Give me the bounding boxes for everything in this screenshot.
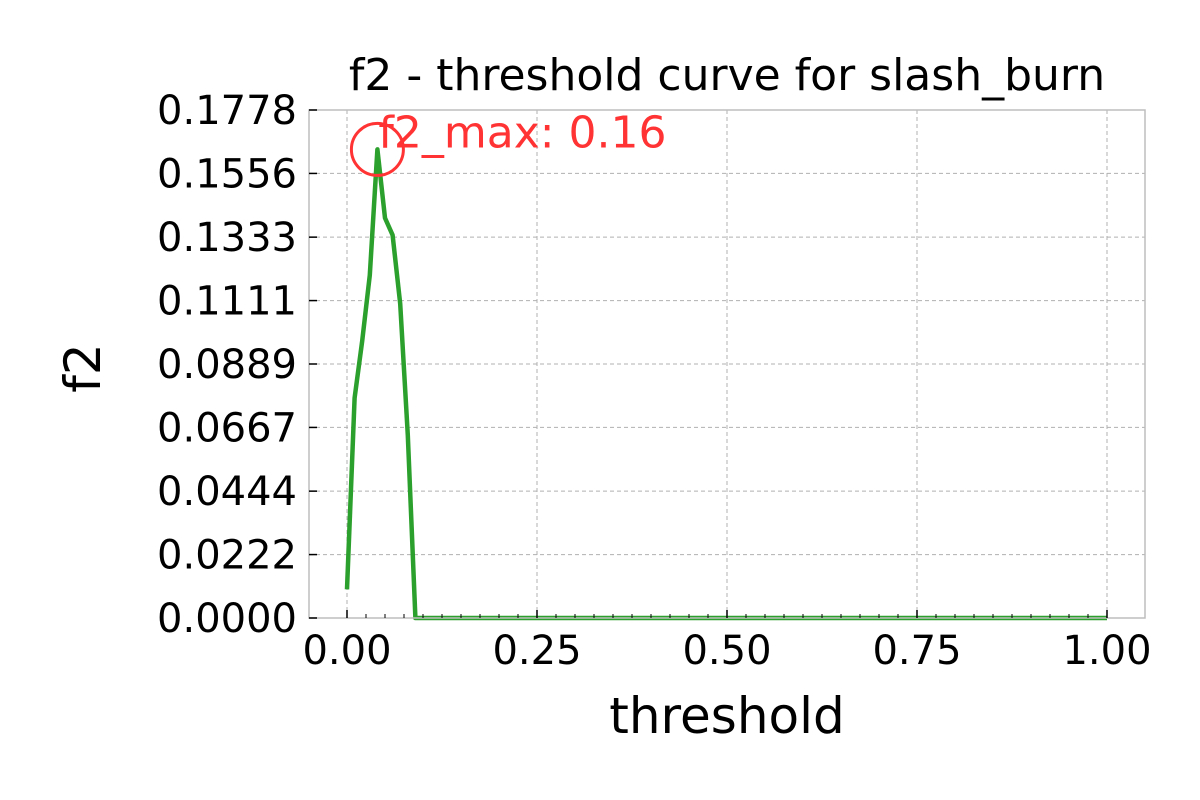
max-marker-circle bbox=[349, 121, 405, 177]
y-tick-label: 0.0000 bbox=[157, 596, 297, 642]
y-tick-label: 0.0222 bbox=[157, 533, 297, 579]
max-annotation-label: f2_max: 0.16 bbox=[378, 107, 666, 158]
annotation: f2_max: 0.16 bbox=[349, 107, 667, 177]
tick-labels: 0.00 0.25 0.50 0.75 1.00 0.0000 0.0222 0.0444 0.… bbox=[157, 88, 1152, 674]
x-tick-label: 0.00 bbox=[302, 628, 391, 674]
y-tick-label: 0.0889 bbox=[157, 342, 297, 388]
grid bbox=[309, 109, 1145, 619]
y-tick-label: 0.1333 bbox=[157, 215, 297, 261]
y-tick-label: 0.1111 bbox=[157, 279, 297, 325]
y-tick-label: 0.1556 bbox=[157, 151, 297, 197]
x-tick-label: 0.75 bbox=[872, 628, 961, 674]
y-tick-label: 0.1778 bbox=[157, 88, 297, 134]
x-tick-label: 0.25 bbox=[492, 628, 581, 674]
chart-title: f2 - threshold curve for slash_burn bbox=[349, 50, 1105, 101]
y-tick-label: 0.0667 bbox=[157, 405, 297, 451]
x-tick-label: 1.00 bbox=[1062, 628, 1151, 674]
y-axis-label: f2 bbox=[54, 343, 112, 392]
x-tick-label: 0.50 bbox=[682, 628, 771, 674]
x-axis-label: threshold bbox=[609, 687, 844, 745]
ticks bbox=[309, 109, 1108, 619]
y-tick-label: 0.0444 bbox=[157, 469, 297, 515]
